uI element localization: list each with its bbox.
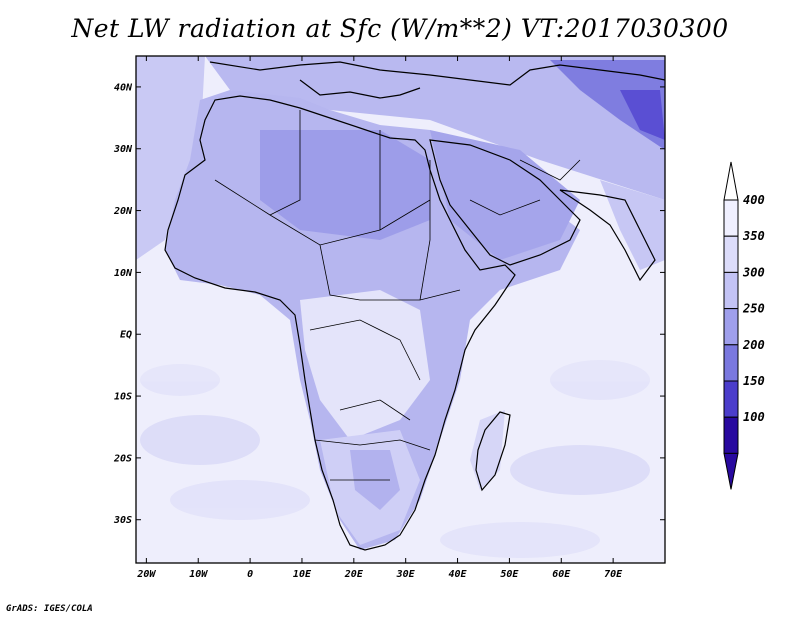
lon-tick-label: 10E [293,569,312,580]
colorbar-bottom-triangle [723,452,739,490]
colorbar-level-label: 150 [743,374,765,388]
mediterranean-fill [205,56,665,200]
ocean-texture [140,360,650,558]
lat-tick-label: 20N [113,206,133,217]
lon-tick-label: 0 [247,569,253,580]
colorbar-segment [723,416,739,454]
lat-tick-label: 30N [113,144,133,155]
lat-tick-label: 10S [114,392,132,403]
lon-tick-label: 20E [344,569,364,580]
lon-tick-label: 10W [189,569,208,580]
lon-tick-label: 40E [449,569,468,580]
colorbar-segment [723,199,739,237]
colorbar-segment [723,344,739,382]
colorbar-segment [723,235,739,273]
colorbar-segment [723,308,739,346]
colorbar-level-label: 200 [742,338,765,352]
country-borders [214,110,581,481]
coastlines [164,61,666,551]
colorbar-segment [723,380,739,418]
colorbar-segment [723,271,739,310]
map-frame [135,55,666,564]
lon-tick-label: 50E [500,569,519,580]
colorbar-level-label: 350 [742,229,765,243]
colorbar-level-label: 300 [742,265,765,279]
grads-credit: GrADS: IGES/COLA [6,604,93,614]
lat-tick-label: 40N [114,82,133,93]
lat-tick-label: 20S [113,453,132,464]
lon-tick-label: 30E [396,569,416,580]
lon-tick-label: 60E [552,569,571,580]
axis-ticks: 20W 10W 0 10E 20E 30E 40E 50E 60E 70E 40N 30N 20N 10N… [113,56,665,580]
lon-tick-label: 70E [604,569,623,580]
north-atlantic-fill [136,56,205,260]
map-title: Net LW radiation at Sfc (W/m**2) VT:2017… [71,14,729,43]
lat-tick-label: 10N [114,268,133,279]
lon-tick-label: 20W [136,569,156,580]
colorbar-top-triangle [723,161,739,201]
lat-tick-label: 30S [113,515,132,526]
colorbar-level-label: 250 [742,302,765,316]
colorbar-level-label: 100 [743,410,765,424]
colorbar-level-label: 400 [743,193,765,207]
colorbar: 400 350 300 250 200 150 100 [723,161,765,490]
lat-tick-label: EQ [120,330,132,341]
